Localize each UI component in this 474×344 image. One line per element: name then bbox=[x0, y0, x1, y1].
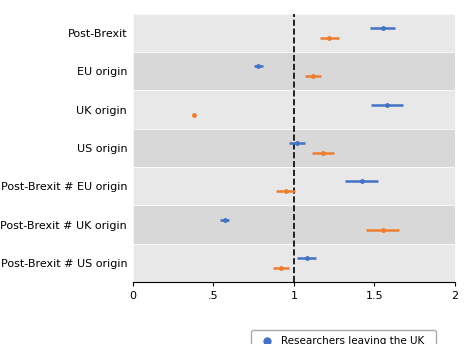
Bar bbox=[133, 244, 455, 282]
Bar bbox=[133, 205, 455, 244]
Bar bbox=[133, 52, 455, 90]
Bar bbox=[133, 129, 455, 167]
Bar bbox=[133, 167, 455, 205]
Bar bbox=[133, 14, 455, 52]
Bar bbox=[133, 90, 455, 129]
Legend: Researchers leaving the UK, Researchers entering the UK: Researchers leaving the UK, Researchers … bbox=[251, 330, 437, 344]
